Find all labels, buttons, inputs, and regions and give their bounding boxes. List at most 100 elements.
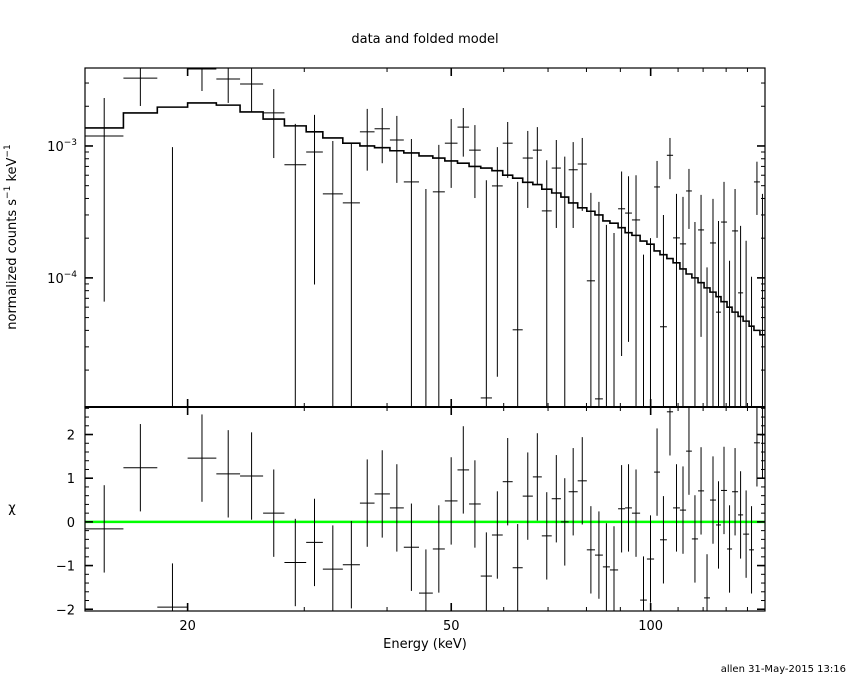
data-point [586,192,595,407]
data-point [502,121,513,178]
residual-point [457,426,470,514]
residual-point [686,407,692,495]
data-point [240,68,264,112]
residual-point [732,448,739,536]
data-point [551,139,561,228]
residual-point [738,471,744,559]
residual-point [560,478,569,566]
data-point [512,181,523,407]
data-point [469,125,481,199]
residual-point [609,526,619,611]
residual-point [263,469,285,557]
data-point [522,130,533,208]
data-point [480,180,492,407]
residual-point [618,465,626,553]
data-point [85,98,124,302]
residual-point [284,518,307,607]
data-point [625,176,632,342]
residual-point [187,414,217,502]
data-point [631,175,641,407]
residual-point [374,450,390,538]
residual-point [743,490,750,578]
data-point [594,201,603,407]
residual-point [666,407,674,456]
residual-point [709,456,717,544]
residual-point [594,511,603,599]
top-y-axis-label: normalized counts s−1 keV−1 [3,144,20,329]
residual-point [577,437,587,525]
residual-point [602,523,610,611]
data-point [457,108,470,157]
data-point [560,156,569,407]
residual-point [727,505,733,593]
data-point [216,68,241,103]
residual-point [716,481,722,569]
residual-point [586,506,595,594]
footer-timestamp: allen 31-May-2015 13:16 [721,664,846,675]
residual-point [753,407,760,487]
residual-point [541,492,552,580]
residual-point [625,464,632,552]
data-point [389,115,404,183]
x-tick-label: 50 [443,619,460,634]
residual-point [673,464,680,552]
residual-point [691,495,699,583]
residual-point [444,457,458,545]
residual-point [659,496,667,584]
data-point [709,198,717,407]
residual-point [631,469,641,557]
residual-point [157,563,188,611]
residual-point [306,498,323,587]
data-point [618,171,626,356]
data-point [679,196,687,407]
data-point [568,142,578,228]
residual-point [418,549,433,611]
residual-point [359,459,375,547]
residual-point [512,524,523,611]
data-point [738,225,744,407]
residual-point [240,432,264,520]
chi-tick-label: 2 [67,429,75,444]
data-point [359,108,375,171]
residual-point [749,506,754,594]
data-point [654,160,660,238]
residual-point [679,466,687,554]
residual-point [216,430,241,518]
data-point [721,181,728,407]
residual-point [698,447,705,535]
data-point [263,89,285,159]
residual-point [502,438,513,526]
residual-point [551,455,561,543]
residual-point [342,521,360,609]
data-point [306,114,323,285]
residual-point [491,491,503,579]
data-point [673,193,680,407]
data-point [577,137,587,211]
residual-point [85,485,124,573]
residual-point [469,460,481,548]
data-point [541,160,552,407]
data-point [187,68,217,92]
residual-point [389,464,404,552]
top-y-tick-label: 10−4 [47,270,77,287]
residual-point [480,532,492,611]
data-point [322,141,343,407]
data-point [374,108,390,164]
data-point [532,127,542,185]
data-point [753,161,760,215]
x-tick-label: 20 [179,619,196,634]
data-point [432,144,445,407]
data-point [444,119,458,188]
data-point [698,194,705,337]
data-point [732,188,739,407]
top-y-tick-label: 10−3 [47,138,77,155]
chart-title: data and folded model [351,32,498,47]
chi-tick-label: −1 [56,560,75,575]
bottom-y-axis-label: χ [8,501,16,516]
chi-tick-label: −2 [56,603,75,618]
data-point [716,220,722,407]
residual-point [532,433,542,521]
residual-panel [85,407,765,611]
residual-point [704,554,710,611]
